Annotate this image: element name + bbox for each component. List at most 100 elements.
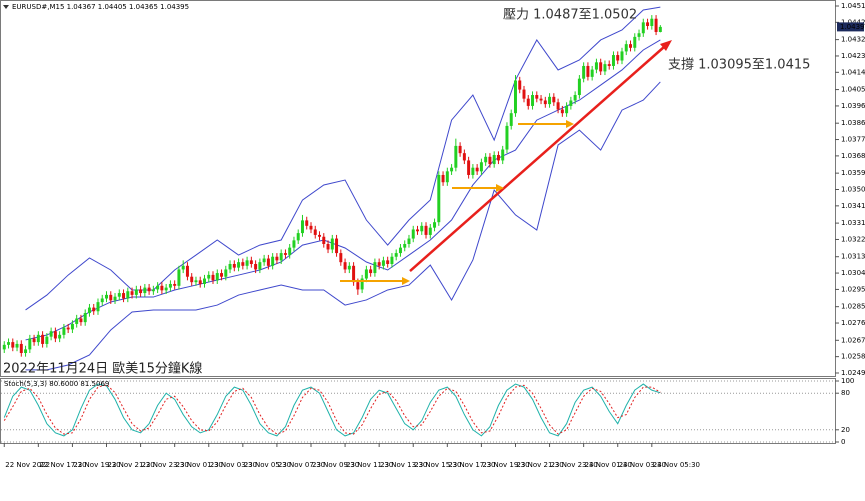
candle-body — [266, 258, 270, 266]
candle-body — [220, 273, 224, 277]
candle-body — [130, 291, 134, 295]
candle-body — [343, 262, 347, 270]
candle-body — [607, 64, 611, 66]
symbol-marker — [3, 5, 9, 9]
y-tick-label: 1.02580 — [841, 353, 865, 361]
candle-body — [488, 156, 492, 165]
y-tick-label: 80 — [841, 389, 850, 397]
y-tick-label: 1.04420 — [841, 18, 865, 26]
current-price-box — [837, 22, 864, 32]
candle-body — [505, 125, 509, 150]
candle-body — [526, 98, 530, 106]
candle-body — [611, 55, 615, 66]
x-tick-label: 23 Nov 17:30 — [448, 461, 495, 469]
candle-body — [300, 220, 304, 234]
x-tick-label: 23 Nov 07:30 — [278, 461, 325, 469]
y-tick-label: 1.03410 — [841, 202, 865, 210]
candle-body — [467, 160, 471, 175]
plot-layer: 1.02490 1.02580 1.02670 1.02765 1.02855 1.029… — [1, 2, 865, 469]
y-tick-label: 1.03775 — [841, 136, 865, 144]
x-tick-label: 24 Nov 03:30 — [619, 461, 666, 469]
candle-body — [271, 256, 275, 266]
candle-body — [428, 227, 432, 235]
x-tick-label: 22 Nov 17:30 — [39, 461, 86, 469]
candle-body — [296, 233, 300, 241]
candle-body — [441, 174, 445, 183]
candle-body — [403, 244, 407, 248]
y-tick-label: 1.03500 — [841, 186, 865, 194]
candle-body — [92, 307, 96, 312]
annotation-shapes — [340, 40, 672, 285]
y-tick-label: 1.03685 — [841, 152, 865, 160]
y-tick-label: 1.02855 — [841, 303, 865, 311]
candle-body — [347, 265, 351, 270]
candle-body — [160, 285, 164, 291]
stoch-line — [3, 383, 661, 437]
stoch-panel — [0, 378, 836, 444]
candle-body — [275, 256, 279, 261]
candle-body — [548, 96, 552, 105]
candle-body — [156, 285, 160, 290]
candle-body — [41, 334, 45, 344]
candle-body — [11, 342, 15, 348]
y-tick-label: 1.03040 — [841, 269, 865, 277]
candle-body — [105, 294, 108, 299]
y-tick-label: 1.03865 — [841, 119, 865, 127]
candle-body — [496, 154, 500, 161]
candle-body — [139, 289, 143, 294]
candle-body — [113, 296, 117, 301]
candle-body — [58, 334, 62, 339]
x-tick-label: 23 Nov 11:30 — [346, 461, 393, 469]
x-tick-label: 22 Nov 2022 — [5, 461, 50, 469]
candle-body — [535, 95, 539, 99]
x-tick-label: 23 Nov 03:30 — [210, 461, 257, 469]
y-tick-label: 100 — [841, 377, 854, 385]
candle-body — [420, 225, 424, 232]
candle-body — [237, 262, 241, 268]
candle-body — [658, 26, 662, 32]
candle-body — [258, 262, 262, 270]
candle-body — [322, 236, 326, 245]
candle-body — [543, 100, 547, 105]
candle-body — [637, 33, 641, 37]
candle-body — [70, 323, 74, 330]
y-tick-label: 1.03225 — [841, 235, 865, 243]
candle-body — [569, 100, 573, 106]
candle-body — [241, 262, 245, 266]
candle-body — [249, 260, 253, 264]
candle-body — [143, 287, 147, 294]
candle-body — [475, 167, 479, 172]
candle-body — [326, 244, 330, 250]
candle-body — [262, 258, 266, 263]
candle-body — [386, 260, 390, 264]
y-tick-label: 0 — [841, 438, 845, 446]
y-tick-label: 1.03590 — [841, 169, 865, 177]
candle-body — [501, 149, 505, 161]
candle-body — [522, 89, 526, 99]
candle-body — [7, 342, 11, 345]
x-tick-label: 22 Nov 23:30 — [142, 461, 189, 469]
candle-body — [424, 225, 428, 235]
candle-body — [24, 349, 28, 354]
candle-body — [202, 278, 206, 284]
x-tick-label: 24 Nov 05:30 — [653, 461, 700, 469]
y-tick-label: 1.04145 — [841, 68, 865, 76]
candle-body — [484, 156, 488, 163]
candle-body — [394, 253, 398, 257]
candle-body — [633, 36, 637, 48]
candle-body — [586, 65, 590, 77]
current-price-label: 1.04395 — [840, 23, 865, 31]
candle-body — [377, 262, 381, 266]
candle-body — [479, 162, 483, 172]
support-trend-line — [409, 46, 665, 272]
candle-body — [582, 65, 586, 79]
x-tick-label: 22 Nov 21:30 — [108, 461, 155, 469]
candle-body — [190, 276, 194, 283]
candle-body — [654, 18, 658, 32]
candle-body — [313, 229, 317, 235]
candle-body — [330, 238, 334, 250]
candle-body — [288, 247, 292, 255]
candle-body — [641, 22, 645, 34]
candle-body — [416, 229, 419, 232]
